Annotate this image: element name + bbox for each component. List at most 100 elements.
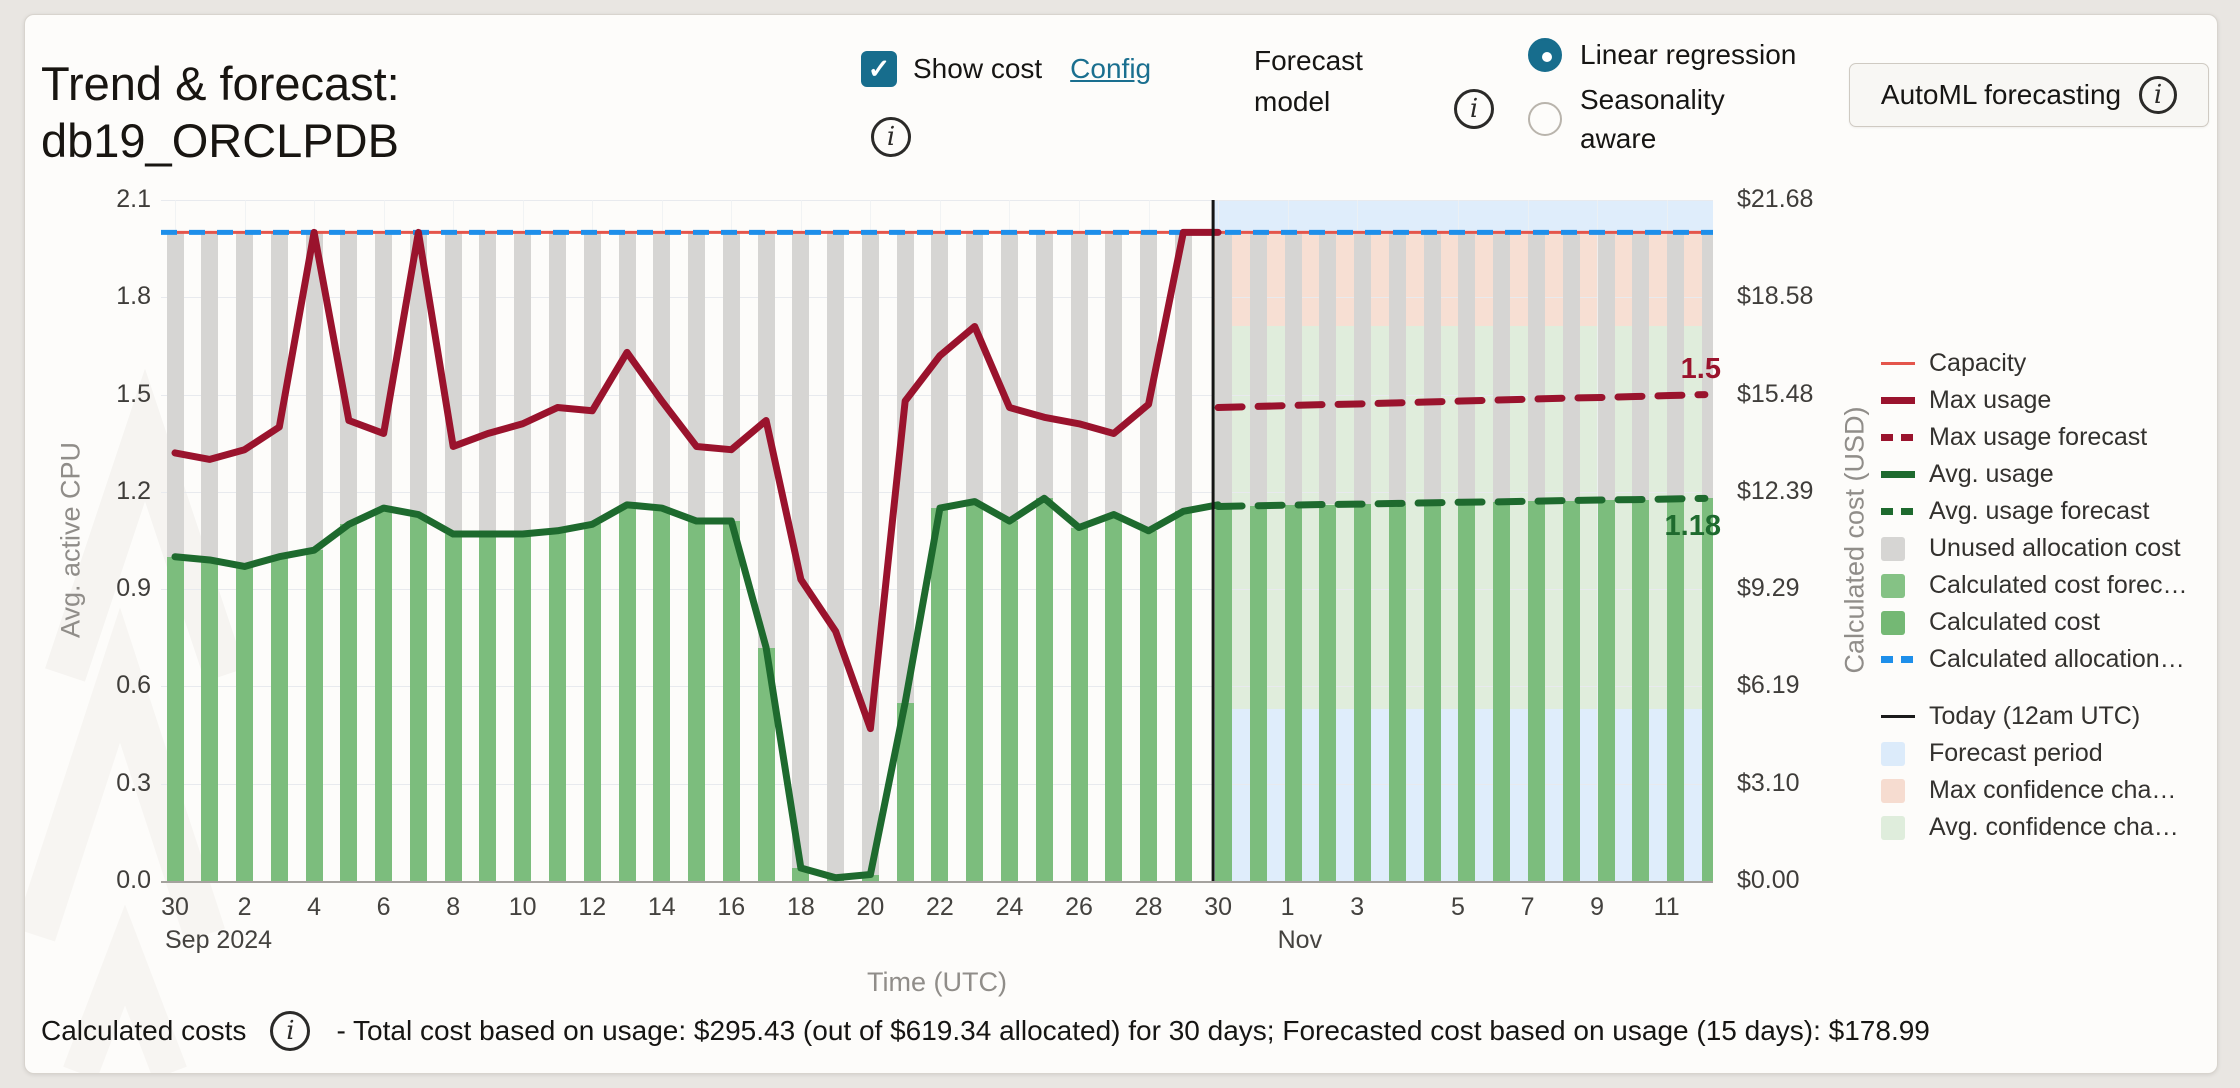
legend-label: Max usage bbox=[1929, 386, 2052, 414]
y-left-tick-label: 0.3 bbox=[116, 768, 151, 797]
x-tick-label: 11 bbox=[1653, 893, 1680, 921]
show-cost-checkbox[interactable]: ✓ bbox=[861, 51, 897, 87]
legend-swatch bbox=[1881, 397, 1915, 404]
y-left-tick-label: 0.0 bbox=[116, 866, 151, 894]
x-tick-label: 24 bbox=[995, 893, 1024, 921]
calculated-cost-bar bbox=[688, 521, 706, 881]
radio-linear-regression[interactable]: Linear regression bbox=[1528, 35, 1828, 74]
unused-allocation-bar bbox=[966, 232, 984, 502]
legend-marker-icon bbox=[1881, 434, 1915, 441]
legend-item-max-usage[interactable]: Max usage bbox=[1881, 382, 2201, 419]
legend-swatch bbox=[1881, 471, 1915, 478]
x-tick-label: 7 bbox=[1520, 893, 1535, 921]
legend-marker-icon bbox=[1881, 508, 1915, 515]
legend-swatch bbox=[1881, 508, 1915, 515]
legend-item-unused-allocation-cost[interactable]: Unused allocation cost bbox=[1881, 530, 2201, 567]
unused-allocation-bar bbox=[1319, 232, 1337, 505]
calculated-cost-forecast-bar bbox=[1284, 505, 1302, 881]
legend-label: Avg. usage bbox=[1929, 460, 2054, 488]
legend-marker-icon bbox=[1881, 741, 1915, 766]
y-left-tick-label: 1.5 bbox=[116, 379, 151, 408]
max-usage-forecast-line bbox=[1214, 391, 1709, 412]
unused-allocation-bar bbox=[792, 232, 810, 869]
automl-forecasting-button[interactable]: AutoML forecasting i bbox=[1849, 63, 2209, 127]
h-gridline bbox=[161, 200, 1713, 201]
x-tick-month-label: Sep 2024 bbox=[165, 926, 273, 954]
calculated-costs-text: - Total cost based on usage: $295.43 (ou… bbox=[336, 1015, 1930, 1046]
legend-item-capacity[interactable]: Capacity bbox=[1881, 345, 2201, 382]
calculated-cost-bar bbox=[722, 521, 740, 881]
y-left-tick-label: 1.8 bbox=[116, 282, 151, 311]
show-cost-info-icon[interactable]: i bbox=[871, 117, 911, 157]
calculated-costs-info-icon[interactable]: i bbox=[270, 1011, 311, 1051]
legend-marker-icon bbox=[1881, 536, 1915, 561]
automl-info-icon[interactable]: i bbox=[2139, 76, 2178, 114]
legend-item-today-12am-utc[interactable]: Today (12am UTC) bbox=[1881, 698, 2201, 735]
legend-label: Today (12am UTC) bbox=[1929, 702, 2141, 730]
forecast-model-radio-group: Linear regression Seasonality aware bbox=[1528, 35, 1828, 159]
legend-label: Calculated cost forec… bbox=[1929, 571, 2188, 599]
x-axis-ticks: 30 Sep 2024 2 4 6 8 10 12 14 16 18 20 22 24 26 28 30 1 Nov… bbox=[161, 893, 1713, 965]
legend-swatch bbox=[1881, 536, 1905, 561]
legend-item-calculated-cost[interactable]: Calculated cost bbox=[1881, 604, 2201, 641]
legend-item-avg-usage[interactable]: Avg. usage bbox=[1881, 456, 2201, 493]
x-tick-label: 30 bbox=[1204, 893, 1232, 921]
calculated-cost-forecast-bar bbox=[1528, 501, 1546, 881]
unused-allocation-bar bbox=[340, 232, 358, 525]
calculated-cost-bar bbox=[375, 508, 393, 881]
unused-allocation-bar bbox=[479, 232, 497, 534]
legend-swatch bbox=[1881, 610, 1905, 635]
forecast-model-info-icon[interactable]: i bbox=[1454, 89, 1494, 129]
calculated-cost-bar bbox=[757, 647, 775, 881]
show-cost-label: Show cost bbox=[913, 53, 1043, 84]
legend-item-forecast-period[interactable]: Forecast period bbox=[1881, 735, 2201, 772]
avg-forecast-value-label: 1.18 bbox=[1664, 510, 1721, 543]
y-left-tick-label: 0.9 bbox=[116, 574, 151, 603]
calculated-cost-bar bbox=[653, 508, 671, 881]
y-right-tick-label: $6.19 bbox=[1737, 671, 1800, 700]
legend-item-avg-confidence-cha[interactable]: Avg. confidence cha… bbox=[1881, 809, 2201, 846]
calculated-cost-forecast-bar bbox=[1249, 505, 1267, 881]
legend-label: Forecast period bbox=[1929, 739, 2103, 767]
unused-allocation-bar bbox=[375, 232, 393, 509]
calculated-cost-forecast-bar bbox=[1458, 502, 1476, 881]
unused-allocation-bar bbox=[1354, 232, 1372, 505]
legend-item-avg-usage-forecast[interactable]: Avg. usage forecast bbox=[1881, 493, 2201, 530]
x-tick-label: 9 bbox=[1590, 893, 1605, 921]
legend-label: Unused allocation cost bbox=[1929, 534, 2181, 562]
legend-label: Avg. usage forecast bbox=[1929, 497, 2150, 525]
unused-allocation-bar bbox=[444, 232, 462, 534]
x-tick-label: 2 bbox=[237, 893, 252, 921]
legend-swatch bbox=[1881, 656, 1915, 663]
calculated-cost-forecast-bar bbox=[1354, 504, 1372, 881]
y-right-tick-label: $12.39 bbox=[1737, 476, 1814, 505]
calculated-cost-bar bbox=[966, 501, 984, 881]
legend-item-calculated-allocation[interactable]: Calculated allocation… bbox=[1881, 641, 2201, 678]
calculated-cost-bar bbox=[236, 566, 254, 881]
radio-seasonality-aware[interactable]: Seasonality aware bbox=[1528, 80, 1828, 158]
x-tick-label: 14 bbox=[647, 893, 676, 921]
legend-item-calculated-cost-forec[interactable]: Calculated cost forec… bbox=[1881, 567, 2201, 604]
unused-allocation-bar bbox=[201, 232, 219, 560]
legend-marker-icon bbox=[1881, 610, 1915, 635]
legend-marker-icon bbox=[1881, 362, 1915, 365]
legend-item-max-confidence-cha[interactable]: Max confidence cha… bbox=[1881, 772, 2201, 809]
legend-swatch bbox=[1881, 434, 1915, 441]
x-tick-label: 22 bbox=[926, 893, 954, 921]
radio-unselected-icon bbox=[1528, 102, 1562, 137]
unused-allocation-bar bbox=[827, 232, 845, 878]
x-tick-label: 12 bbox=[578, 893, 607, 921]
y-axis-right-title: Calculated cost (USD) bbox=[1839, 406, 1870, 674]
legend-label: Capacity bbox=[1929, 349, 2027, 377]
legend-item-max-usage-forecast[interactable]: Max usage forecast bbox=[1881, 419, 2201, 456]
legend-label: Max usage forecast bbox=[1929, 423, 2148, 451]
legend-label: Max confidence cha… bbox=[1929, 776, 2177, 804]
unused-allocation-bar bbox=[1423, 232, 1441, 503]
x-axis-title: Time (UTC) bbox=[867, 967, 1007, 997]
config-link[interactable]: Config bbox=[1070, 53, 1152, 84]
legend-marker-icon bbox=[1881, 573, 1915, 598]
calculated-cost-bar bbox=[166, 556, 184, 881]
y-right-tick-label: $0.00 bbox=[1737, 866, 1800, 894]
calculated-cost-forecast-bar bbox=[1423, 502, 1441, 881]
y-left-tick-label: 0.6 bbox=[116, 671, 151, 700]
